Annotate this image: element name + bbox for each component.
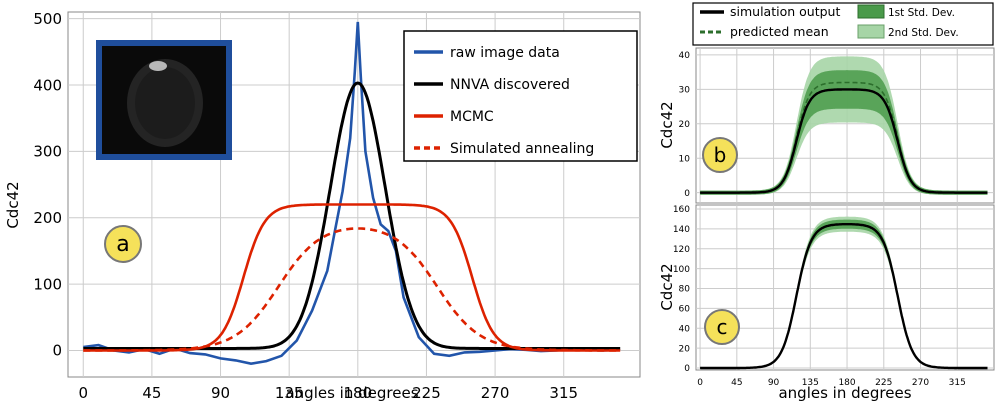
a-xtick-label: 180 <box>343 384 372 402</box>
series-a <box>83 21 621 366</box>
a-ytick-label: 0 <box>52 342 62 360</box>
chart-c: 0 45 90 135 180 225 270 315 0 20 40 60 80 100 120 140 16… <box>658 204 995 402</box>
c-ytick-label: 20 <box>679 344 691 354</box>
legend-label-nnva: NNVA discovered <box>450 77 570 93</box>
a-ytick-label: 300 <box>33 143 62 161</box>
series-line-sa <box>83 227 621 352</box>
c-xtick-label: 90 <box>768 378 780 388</box>
c-ytick-label: 140 <box>673 225 690 235</box>
b-ytick-label: 30 <box>679 85 691 95</box>
shared-legend-label: simulation output <box>730 4 840 19</box>
a-ytick-label: 500 <box>33 10 62 28</box>
b-ytick-label: 20 <box>679 120 691 130</box>
shared-legend-swatch <box>857 4 885 19</box>
cell-image-inset <box>96 40 232 160</box>
c-ytick-label: 80 <box>679 285 691 295</box>
shared-legend-label: 1st Std. Dev. <box>888 7 955 19</box>
x-axis-label-c: angles in degrees <box>778 384 911 402</box>
c-ytick-label: 100 <box>673 265 690 275</box>
c-xtick-label: 315 <box>949 378 966 388</box>
badge-a-label: a <box>116 232 129 257</box>
c-ytick-label: 0 <box>684 364 690 374</box>
c-ytick-label: 120 <box>673 245 690 255</box>
a-ytick-label: 100 <box>33 275 62 293</box>
a-xtick-label: 315 <box>549 384 578 402</box>
a-xtick-label: 225 <box>412 384 441 402</box>
y-axis-label-b: Cdc42 <box>658 101 676 148</box>
legend-label-mcmc: MCMC <box>450 109 494 125</box>
badge-b: b <box>702 137 738 173</box>
y-axis-label-c: Cdc42 <box>658 263 676 310</box>
shared-legend-swatch <box>857 24 885 39</box>
c-xtick-label: 0 <box>697 378 703 388</box>
a-xtick-label: 270 <box>481 384 510 402</box>
a-ytick-label: 200 <box>33 209 62 227</box>
c-ytick-label: 160 <box>673 205 690 215</box>
c-xtick-label: 270 <box>912 378 929 388</box>
b-band-1st-std <box>700 70 988 195</box>
a-xtick-label: 0 <box>78 384 88 402</box>
b-ytick-label: 0 <box>684 189 690 199</box>
chart-b: 04590135180225270315010203040 Cdc42 b <box>658 47 995 221</box>
legend-label-sa: Simulated annealing <box>450 141 594 157</box>
a-xtick-label: 90 <box>211 384 230 402</box>
b-simulation-line <box>700 88 988 194</box>
c-ytick-label: 40 <box>679 324 691 334</box>
chart-a: 0 45 90 135 180 225 270 315 0 100 200 300 400 500 ang… <box>4 10 641 402</box>
shared-legend: simulation output 1st Std. Dev. predicted … <box>692 2 994 46</box>
legend-label-raw: raw image data <box>450 45 560 61</box>
ticks-a: 0 45 90 135 180 225 270 315 0 100 200 300 400 500 <box>33 10 578 402</box>
c-xtick-label: 225 <box>875 378 892 388</box>
badge-b-label: b <box>714 143 727 167</box>
shared-legend-label: 2nd Std. Dev. <box>888 27 959 39</box>
a-ytick-label: 400 <box>33 76 62 94</box>
shared-legend-label: predicted mean <box>730 24 829 39</box>
badge-c-label: c <box>717 315 728 339</box>
b-ytick-label: 10 <box>679 154 691 164</box>
badge-a: a <box>104 225 142 263</box>
b-ytick-label: 40 <box>679 51 691 61</box>
x-axis-label-a: angles in degrees <box>285 384 418 402</box>
c-xtick-label: 135 <box>802 378 819 388</box>
c-ytick-label: 60 <box>679 305 691 315</box>
c-xtick-label: 180 <box>838 378 855 388</box>
c-simulation-line <box>700 223 988 370</box>
a-xtick-label: 45 <box>142 384 161 402</box>
a-xtick-label: 135 <box>275 384 304 402</box>
badge-c: c <box>704 309 740 345</box>
c-xtick-label: 45 <box>731 378 742 388</box>
legend-a: raw image data NNVA discovered MCMC Simulat… <box>403 30 638 162</box>
y-axis-label-a: Cdc42 <box>4 181 22 228</box>
